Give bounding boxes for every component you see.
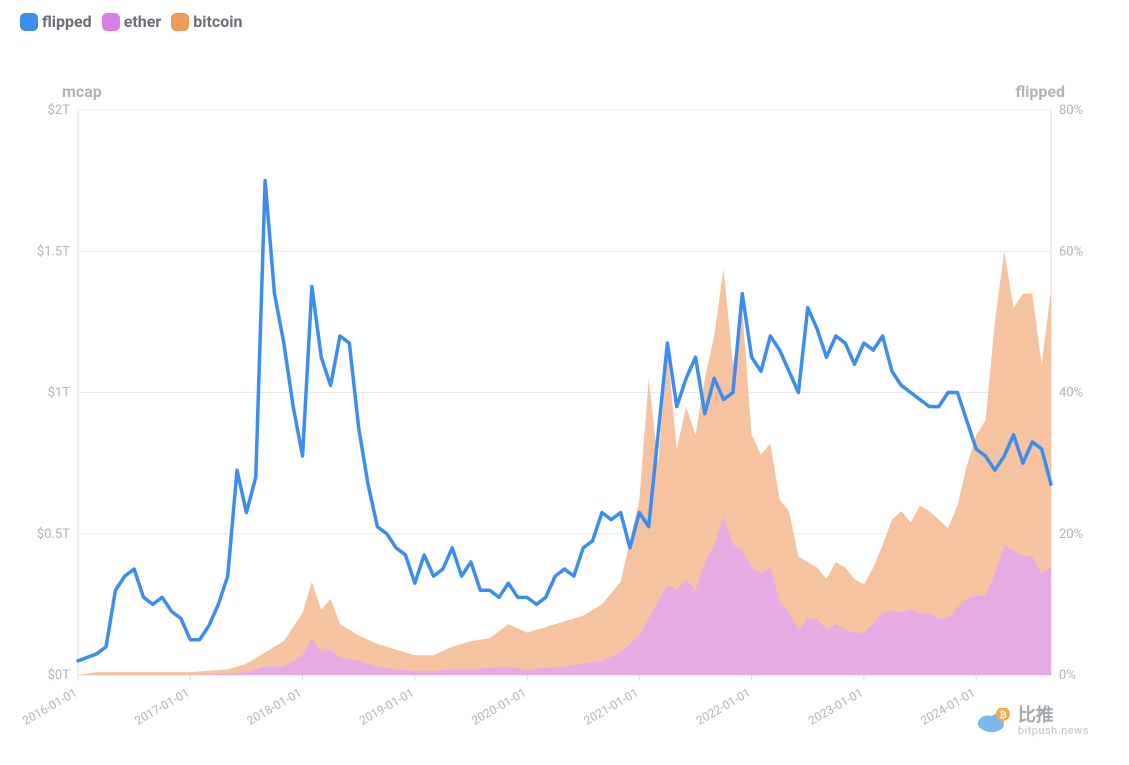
watermark-main: 比推 <box>1018 707 1089 726</box>
legend-item-ether[interactable]: ether <box>102 12 162 31</box>
svg-text:₿: ₿ <box>999 710 1006 721</box>
ytick-left: $0.5T <box>37 527 70 542</box>
watermark-sub: bitpush.news <box>1018 725 1089 737</box>
chart-svg: $0T $0.5T $1T $1.5T $2T 0% 20% 40% 60% 80% 2016-01… <box>20 60 1109 745</box>
xtick-label: 2016-01-01 <box>20 685 79 727</box>
xtick-label: 2021-01-01 <box>581 685 640 727</box>
xtick-label: 2017-01-01 <box>132 685 191 727</box>
ytick-left: $2T <box>48 103 71 118</box>
ytick-right: 60% <box>1059 244 1083 259</box>
legend-label-flipped: flipped <box>42 12 92 31</box>
series-bitcoin-area <box>78 251 1051 675</box>
xtick-label: 2018-01-01 <box>245 685 304 727</box>
ytick-right: 0% <box>1059 668 1076 683</box>
xtick-label: 2020-01-01 <box>469 685 528 727</box>
watermark: ₿ 比推 bitpush.news <box>974 707 1089 737</box>
legend-swatch-bitcoin <box>171 13 189 31</box>
ytick-left: $0T <box>48 668 71 683</box>
ytick-right: 80% <box>1059 103 1083 118</box>
xtick-label: 2019-01-01 <box>357 685 416 727</box>
ytick-left: $1.5T <box>37 244 70 259</box>
ytick-right: 20% <box>1059 527 1083 542</box>
chart[interactable]: $0T $0.5T $1T $1.5T $2T 0% 20% 40% 60% 80% 2016-01… <box>20 60 1109 745</box>
legend-swatch-flipped <box>20 13 38 31</box>
bird-icon: ₿ <box>974 708 1012 736</box>
legend-swatch-ether <box>102 13 120 31</box>
legend-label-ether: ether <box>124 12 162 31</box>
legend-item-bitcoin[interactable]: bitcoin <box>171 12 242 31</box>
ytick-left: $1T <box>48 386 71 401</box>
legend: flipped ether bitcoin <box>0 0 1129 31</box>
xtick-label: 2023-01-01 <box>806 685 865 727</box>
xtick-label: 2024-01-01 <box>918 685 977 727</box>
ytick-right: 40% <box>1059 386 1083 401</box>
xtick-label: 2022-01-01 <box>694 685 753 727</box>
legend-label-bitcoin: bitcoin <box>193 12 242 31</box>
legend-item-flipped[interactable]: flipped <box>20 12 92 31</box>
